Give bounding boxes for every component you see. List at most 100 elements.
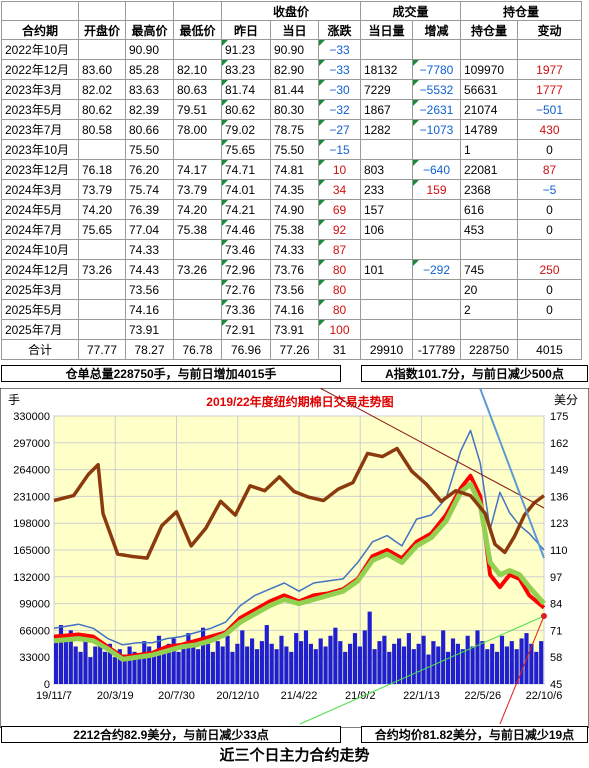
table-cell: 73.56: [270, 279, 319, 300]
volume-bar: [289, 651, 294, 684]
table-cell: [412, 319, 461, 340]
total-row: 合计 77.77 78.27 76.78 76.96 77.26 31 29910 -17789…: [1, 339, 582, 360]
table-cell: 75.65: [78, 219, 126, 240]
table-cell: 92: [318, 219, 361, 240]
table-cell: [78, 39, 126, 60]
table-cell: 85.28: [125, 59, 174, 80]
table-cell: 83.23: [221, 59, 271, 80]
table-cell: 74.17: [173, 159, 222, 180]
volume-bar: [127, 646, 132, 684]
volume-bar: [63, 641, 68, 684]
total-cell: 4015: [517, 339, 582, 360]
table-cell: 72.76: [221, 279, 271, 300]
table-cell: [78, 279, 126, 300]
table-cell: 72.96: [221, 259, 271, 280]
table-cell: 79.51: [173, 99, 222, 120]
volume-bar: [499, 635, 505, 684]
table-cell: [173, 239, 222, 260]
table-cell: 14789: [460, 119, 518, 140]
table-cell: 74.46: [221, 219, 271, 240]
table-cell: 74.33: [270, 239, 319, 260]
volume-bar: [509, 641, 514, 684]
table-cell: [412, 279, 461, 300]
table-cell: [412, 239, 461, 260]
table-row: 2024年10月 74.33 73.46 74.33 87: [1, 239, 582, 260]
table-cell: [360, 239, 413, 260]
table-cell: 73.79: [173, 179, 222, 200]
table-cell: 78.00: [173, 119, 222, 140]
volume-bar: [171, 638, 176, 684]
table-cell: 79.02: [221, 119, 271, 140]
volume-bar: [196, 649, 201, 684]
volume-bar: [352, 633, 358, 684]
table-cell: −30: [318, 79, 361, 100]
total-cell: 合计: [1, 339, 79, 360]
volume-bar: [470, 646, 475, 684]
table-cell: [517, 39, 582, 60]
volume-bar: [495, 651, 500, 684]
volume-bar: [455, 643, 460, 684]
table-cell: 2024年5月: [1, 199, 79, 220]
volume-bar: [54, 635, 59, 684]
table-row: 2025年5月 74.16 73.36 74.16 80 2 0: [1, 299, 582, 320]
volume-bar: [210, 651, 215, 684]
volume-bar: [181, 646, 186, 684]
volume-bar: [392, 643, 397, 684]
volume-bar: [480, 641, 485, 684]
table-cell: 74.16: [270, 299, 319, 320]
volume-bar: [215, 641, 220, 684]
volume-bar: [446, 651, 451, 684]
x-tick-label: 20/3/19: [97, 690, 134, 702]
table-cell: 20: [460, 279, 518, 300]
table-cell: 10: [318, 159, 361, 180]
volume-bar: [328, 635, 333, 684]
volume-bar: [152, 651, 157, 684]
volume-bar: [161, 649, 166, 684]
volume-bar: [362, 630, 367, 684]
volume-bar: [269, 643, 274, 684]
table-cell: [173, 279, 222, 300]
table-cell: 1867: [360, 99, 413, 120]
total-cell: 76.96: [221, 339, 271, 360]
volume-bar: [460, 649, 465, 684]
table-cell: 80.63: [173, 79, 222, 100]
volume-bar: [303, 630, 309, 684]
volume-bar: [264, 625, 269, 684]
table-cell: 76.18: [78, 159, 126, 180]
table-cell: 2025年3月: [1, 279, 79, 300]
table-cell: 81.44: [270, 79, 319, 100]
a-index-box: A指数101.7分，与前日减少500点: [361, 365, 588, 382]
table-cell: 2023年7月: [1, 119, 79, 140]
volume-bar: [529, 643, 534, 684]
series-line-average: [53, 481, 546, 662]
table-cell: 90.90: [125, 39, 174, 60]
volume-bar: [313, 649, 318, 684]
table-cell: 69: [318, 199, 361, 220]
total-cell: 77.26: [270, 339, 319, 360]
volume-bar: [254, 649, 260, 684]
table-cell: 2022年10月: [1, 39, 79, 60]
table-row: 2024年3月 73.79 75.74 73.79 74.01 74.35 34 233 159…: [1, 179, 582, 200]
volume-bar: [348, 643, 353, 684]
volume-bar: [250, 638, 255, 684]
table-cell: 75.74: [125, 179, 174, 200]
trend-line: [319, 388, 545, 509]
table-cell: 34: [318, 179, 361, 200]
table-cell: −292: [412, 259, 461, 280]
table-cell: [412, 199, 461, 220]
table-cell: 0: [517, 299, 582, 320]
table-row: 2024年7月 75.65 77.04 75.38 74.46 75.38 92 106 453…: [1, 219, 582, 240]
table-cell: [360, 139, 413, 160]
table-cell: 74.71: [221, 159, 271, 180]
volume-bar: [299, 641, 304, 684]
volume-bar: [318, 638, 323, 684]
volume-bar: [294, 633, 299, 684]
volume-bar: [357, 646, 362, 684]
table-cell: [360, 39, 413, 60]
table-cell: [173, 299, 222, 320]
trend-line: [299, 615, 545, 725]
table-cell: 0: [517, 199, 582, 220]
table-row: 2025年3月 73.56 72.76 73.56 80 20 0: [1, 279, 582, 300]
x-tick-label: 22/1/13: [403, 690, 440, 702]
volume-bar: [406, 633, 411, 684]
